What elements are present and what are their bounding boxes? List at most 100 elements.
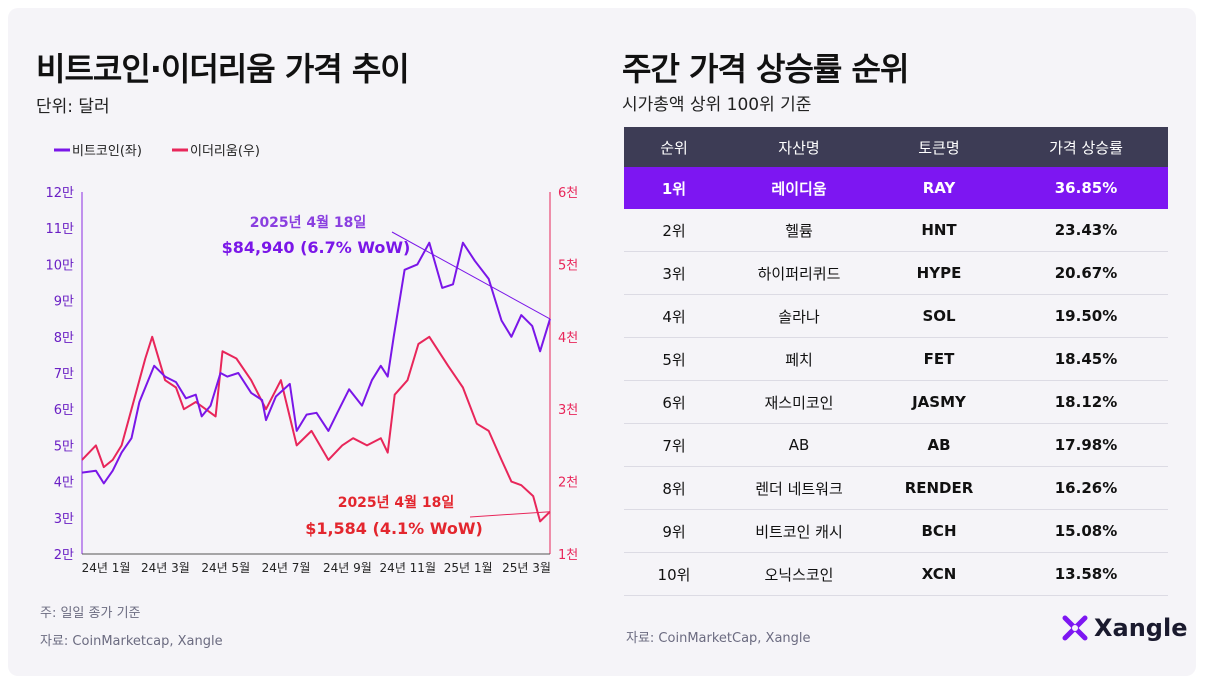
- y-left-tick-label: 3만: [54, 512, 74, 527]
- ranking-subtitle: 시가총액 상위 100위 기준: [622, 95, 812, 115]
- table-header: 순위 자산명 토큰명 가격 상승률: [624, 127, 1168, 167]
- table-row: 5위 페치 FET 18.45%: [624, 338, 1168, 381]
- token-cell: BCH: [921, 522, 957, 540]
- token-cell: FET: [923, 350, 955, 368]
- asset-cell: 재스미코인: [764, 393, 834, 412]
- y-left-tick-label: 6만: [54, 403, 74, 418]
- x-tick-label: 24년 9월: [323, 561, 372, 575]
- rank-cell: 6위: [662, 393, 686, 412]
- rank-cell: 5위: [662, 350, 686, 369]
- x-tick-label: 24년 1월: [82, 561, 131, 575]
- token-cell: JASMY: [912, 393, 966, 411]
- infographic-card: [8, 8, 1196, 676]
- y-left-tick-label: 4만: [54, 476, 74, 491]
- change-cell: 18.45%: [1054, 350, 1118, 368]
- asset-cell: 비트코인 캐시: [755, 522, 843, 541]
- asset-cell: 페치: [785, 350, 813, 369]
- table-row: 3위 하이퍼리퀴드 HYPE 20.67%: [624, 252, 1168, 295]
- y-left-tick-label: 12만: [45, 186, 74, 201]
- price-chart: 2만 3만 4만 5만 6만 7만 8만 9만 10만 11만 12만 1천 2천 3천 4천 5천 6천 24년…: [45, 144, 578, 575]
- table-row: 7위 AB AB 17.98%: [624, 424, 1168, 467]
- asset-cell: 레이디움: [771, 179, 827, 198]
- xangle-logo: Xangle: [1062, 614, 1187, 642]
- header-asset: 자산명: [778, 138, 820, 157]
- y-left-tick-label: 7만: [54, 367, 74, 382]
- table-row: 6위 재스미코인 JASMY 18.12%: [624, 381, 1168, 424]
- y-left-tick-label: 10만: [45, 258, 74, 273]
- table-row: 8위 렌더 네트워크 RENDER 16.26%: [624, 467, 1168, 510]
- table-row: 2위 헬륨 HNT 23.43%: [624, 209, 1168, 252]
- ranking-source: 자료: CoinMarketCap, Xangle: [626, 631, 811, 646]
- chart-title: 비트코인·이더리움 가격 추이: [36, 50, 410, 88]
- asset-cell: 렌더 네트워크: [755, 479, 843, 498]
- y-right-tick-label: 6천: [558, 186, 578, 201]
- rank-cell: 4위: [662, 307, 686, 326]
- y-right-tick-label: 3천: [558, 403, 578, 418]
- btc-annotation-leader: [391, 231, 551, 320]
- x-tick-label: 24년 7월: [262, 561, 311, 575]
- change-cell: 23.43%: [1054, 221, 1118, 239]
- eth-annotation-leader: [469, 511, 551, 518]
- asset-cell: AB: [788, 436, 810, 454]
- chart-note: 주: 일일 종가 기준: [40, 606, 141, 621]
- token-cell: XCN: [921, 565, 957, 583]
- token-cell: RAY: [922, 179, 956, 197]
- rank-cell: 9위: [662, 522, 686, 541]
- y-right-tick-label: 5천: [558, 258, 578, 273]
- chart-source: 자료: CoinMarketcap, Xangle: [40, 634, 223, 649]
- token-cell: HYPE: [916, 264, 962, 282]
- asset-cell: 하이퍼리퀴드: [757, 264, 841, 283]
- rank-cell: 10위: [657, 565, 691, 584]
- unit-label: 단위: 달러: [36, 97, 110, 117]
- rank-cell: 2위: [662, 221, 686, 240]
- x-tick-label: 24년 11월: [380, 561, 436, 575]
- eth-series-line: [81, 335, 551, 523]
- btc-series-line: [81, 241, 551, 485]
- header-change: 가격 상승률: [1049, 138, 1123, 157]
- table-row: 4위 솔라나 SOL 19.50%: [624, 295, 1168, 338]
- token-cell: AB: [927, 436, 951, 454]
- asset-cell: 솔라나: [778, 307, 820, 326]
- token-cell: RENDER: [904, 479, 974, 497]
- xangle-x-icon: [1062, 615, 1088, 641]
- change-cell: 19.50%: [1054, 307, 1118, 325]
- eth-annotation-date: 2025년 4월 18일: [338, 494, 455, 511]
- change-cell: 20.67%: [1054, 264, 1118, 282]
- asset-cell: 오닉스코인: [764, 565, 834, 584]
- legend-label-eth: 이더리움(우): [190, 144, 260, 159]
- change-cell: 36.85%: [1054, 179, 1118, 197]
- y-left-tick-label: 11만: [45, 222, 74, 237]
- table-row: 9위 비트코인 캐시 BCH 15.08%: [624, 510, 1168, 553]
- ranking-table: 순위 자산명 토큰명 가격 상승률 1위 레이디움 RAY 36.85% 2위 헬륨 HN…: [624, 127, 1168, 596]
- y-right-tick-label: 4천: [558, 331, 578, 346]
- y-left-tick-label: 8만: [54, 331, 74, 346]
- rank-cell: 3위: [662, 264, 686, 283]
- token-cell: SOL: [922, 307, 956, 325]
- x-tick-label: 25년 3월: [502, 561, 551, 575]
- table-row: 10위 오닉스코인 XCN 13.58%: [624, 553, 1168, 596]
- y-right-tick-label: 1천: [558, 548, 578, 563]
- change-cell: 18.12%: [1054, 393, 1118, 411]
- x-tick-label: 24년 5월: [201, 561, 250, 575]
- change-cell: 15.08%: [1054, 522, 1118, 540]
- rank-cell: 7위: [662, 436, 686, 455]
- eth-annotation-value: $1,584 (4.1% WoW): [305, 519, 483, 538]
- y-left-tick-label: 9만: [54, 295, 74, 310]
- change-cell: 16.26%: [1054, 479, 1118, 497]
- x-tick-label: 25년 1월: [444, 561, 493, 575]
- ranking-title: 주간 가격 상승률 순위: [622, 50, 909, 88]
- rank-cell: 8위: [662, 479, 686, 498]
- table-row: 1위 레이디움 RAY 36.85%: [624, 167, 1168, 209]
- change-cell: 13.58%: [1054, 565, 1118, 583]
- header-rank: 순위: [660, 138, 688, 157]
- brand-name: Xangle: [1094, 614, 1188, 642]
- rank-cell: 1위: [661, 179, 687, 198]
- btc-annotation-value: $84,940 (6.7% WoW): [222, 238, 411, 257]
- x-tick-label: 24년 3월: [141, 561, 190, 575]
- asset-cell: 헬륨: [785, 221, 813, 240]
- token-cell: HNT: [921, 221, 957, 239]
- y-left-tick-label: 2만: [54, 548, 74, 563]
- header-token: 토큰명: [918, 138, 960, 157]
- y-right-tick-label: 2천: [558, 476, 578, 491]
- y-left-tick-label: 5만: [54, 439, 74, 454]
